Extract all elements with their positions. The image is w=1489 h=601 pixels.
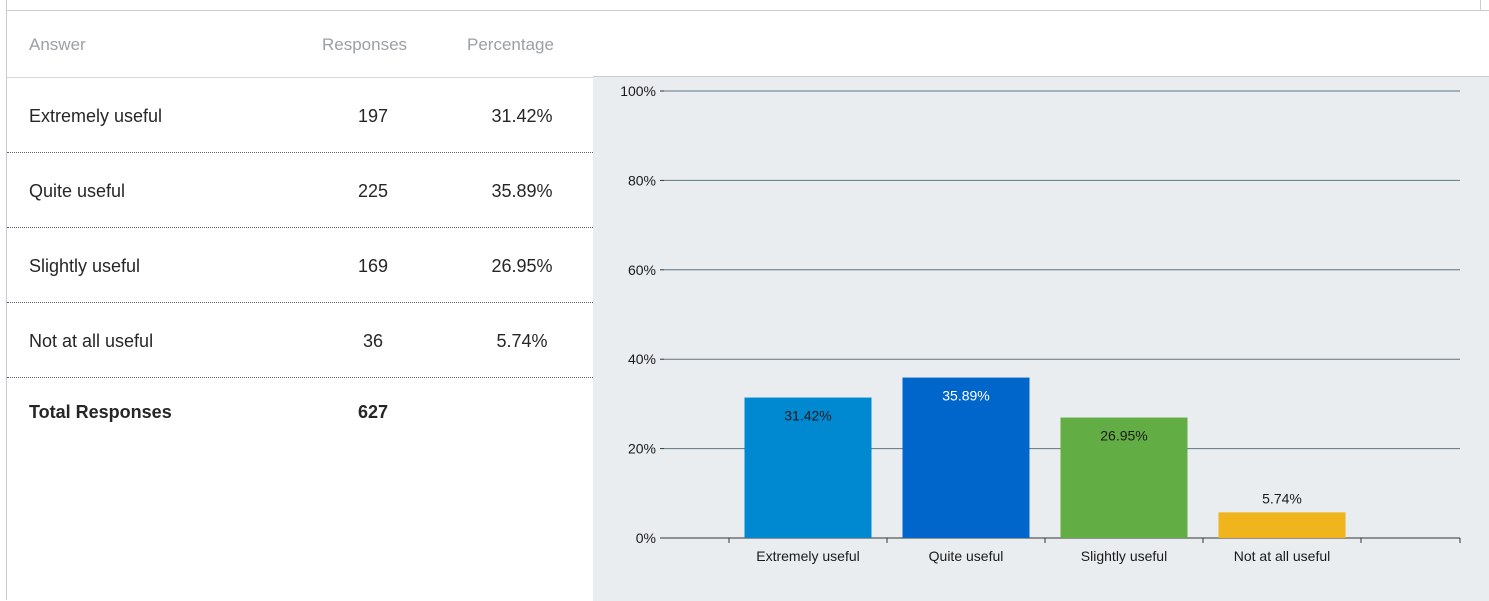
y-tick-label: 60% [628, 262, 656, 278]
bar-chart-svg: 0% 20% 40% 60% 80% 100% 31.42% Extremely useful… [620, 83, 1461, 564]
table-row: Extremely useful 197 31.42% [7, 78, 593, 153]
x-tick-label: Quite useful [929, 548, 1004, 564]
table-header: Answer Responses Percentage [7, 11, 593, 78]
frame-top-border [6, 10, 1489, 11]
data-label: 35.89% [942, 388, 989, 404]
table-row: Quite useful 225 35.89% [7, 153, 593, 228]
bar [1218, 512, 1346, 538]
total-label: Total Responses [29, 402, 172, 422]
row-responses: 36 [362, 331, 384, 351]
row-answer: Quite useful [29, 181, 126, 201]
bar [902, 377, 1030, 538]
row-answer: Extremely useful [29, 106, 163, 126]
x-tick-label: Not at all useful [1234, 548, 1331, 564]
data-label: 5.74% [1262, 490, 1302, 506]
table-row: Slightly useful 169 26.95% [7, 228, 593, 303]
row-percentage: 35.89% [491, 181, 553, 201]
x-tick-label: Extremely useful [756, 548, 859, 564]
row-answer: Slightly useful [29, 256, 141, 276]
frame-right-border [1480, 0, 1481, 10]
responses-table: Answer Responses Percentage Extremely us… [7, 11, 593, 453]
y-tick-label: 80% [628, 172, 656, 188]
row-percentage: 31.42% [491, 106, 553, 126]
row-percentage: 26.95% [491, 256, 553, 276]
x-tick-label: Slightly useful [1081, 548, 1167, 564]
bar-chart: 0% 20% 40% 60% 80% 100% 31.42% Extremely useful… [593, 76, 1489, 601]
row-responses: 169 [358, 256, 389, 276]
row-responses: 225 [358, 181, 389, 201]
total-row: Total Responses 627 [7, 378, 593, 453]
bar [1060, 417, 1188, 538]
y-tick-label: 40% [628, 351, 656, 367]
row-answer: Not at all useful [29, 331, 154, 351]
data-label: 31.42% [784, 408, 831, 424]
row-percentage: 5.74% [496, 331, 548, 351]
bar [744, 397, 872, 538]
header-answer: Answer [29, 35, 86, 54]
header-responses: Responses [322, 35, 408, 54]
y-tick-label: 0% [636, 530, 656, 546]
frame-left-border [6, 0, 7, 600]
data-label: 26.95% [1100, 428, 1147, 444]
y-tick-label: 20% [628, 441, 656, 457]
row-responses: 197 [358, 106, 389, 126]
header-percentage: Percentage [467, 35, 554, 54]
table-row: Not at all useful 36 5.74% [7, 303, 593, 378]
y-tick-label: 100% [620, 83, 656, 99]
total-value: 627 [358, 402, 389, 422]
